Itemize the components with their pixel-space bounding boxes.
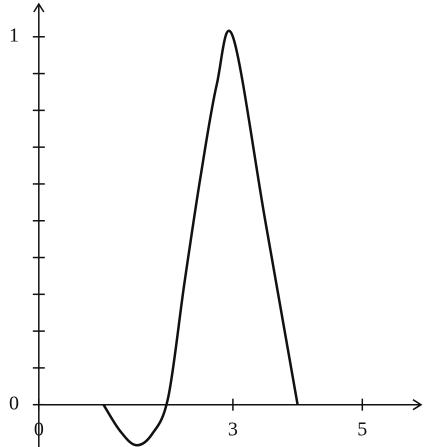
curve bbox=[102, 29, 299, 447]
y-tick-label: 0 bbox=[9, 392, 19, 414]
x-tick-label: 0 bbox=[34, 418, 44, 440]
x-axis-arrow bbox=[412, 399, 423, 411]
y-tick-label: 1 bbox=[9, 24, 19, 46]
y-axis-arrow bbox=[33, 2, 45, 13]
x-tick-label: 3 bbox=[228, 418, 238, 440]
x-tick-label: 5 bbox=[357, 418, 367, 440]
